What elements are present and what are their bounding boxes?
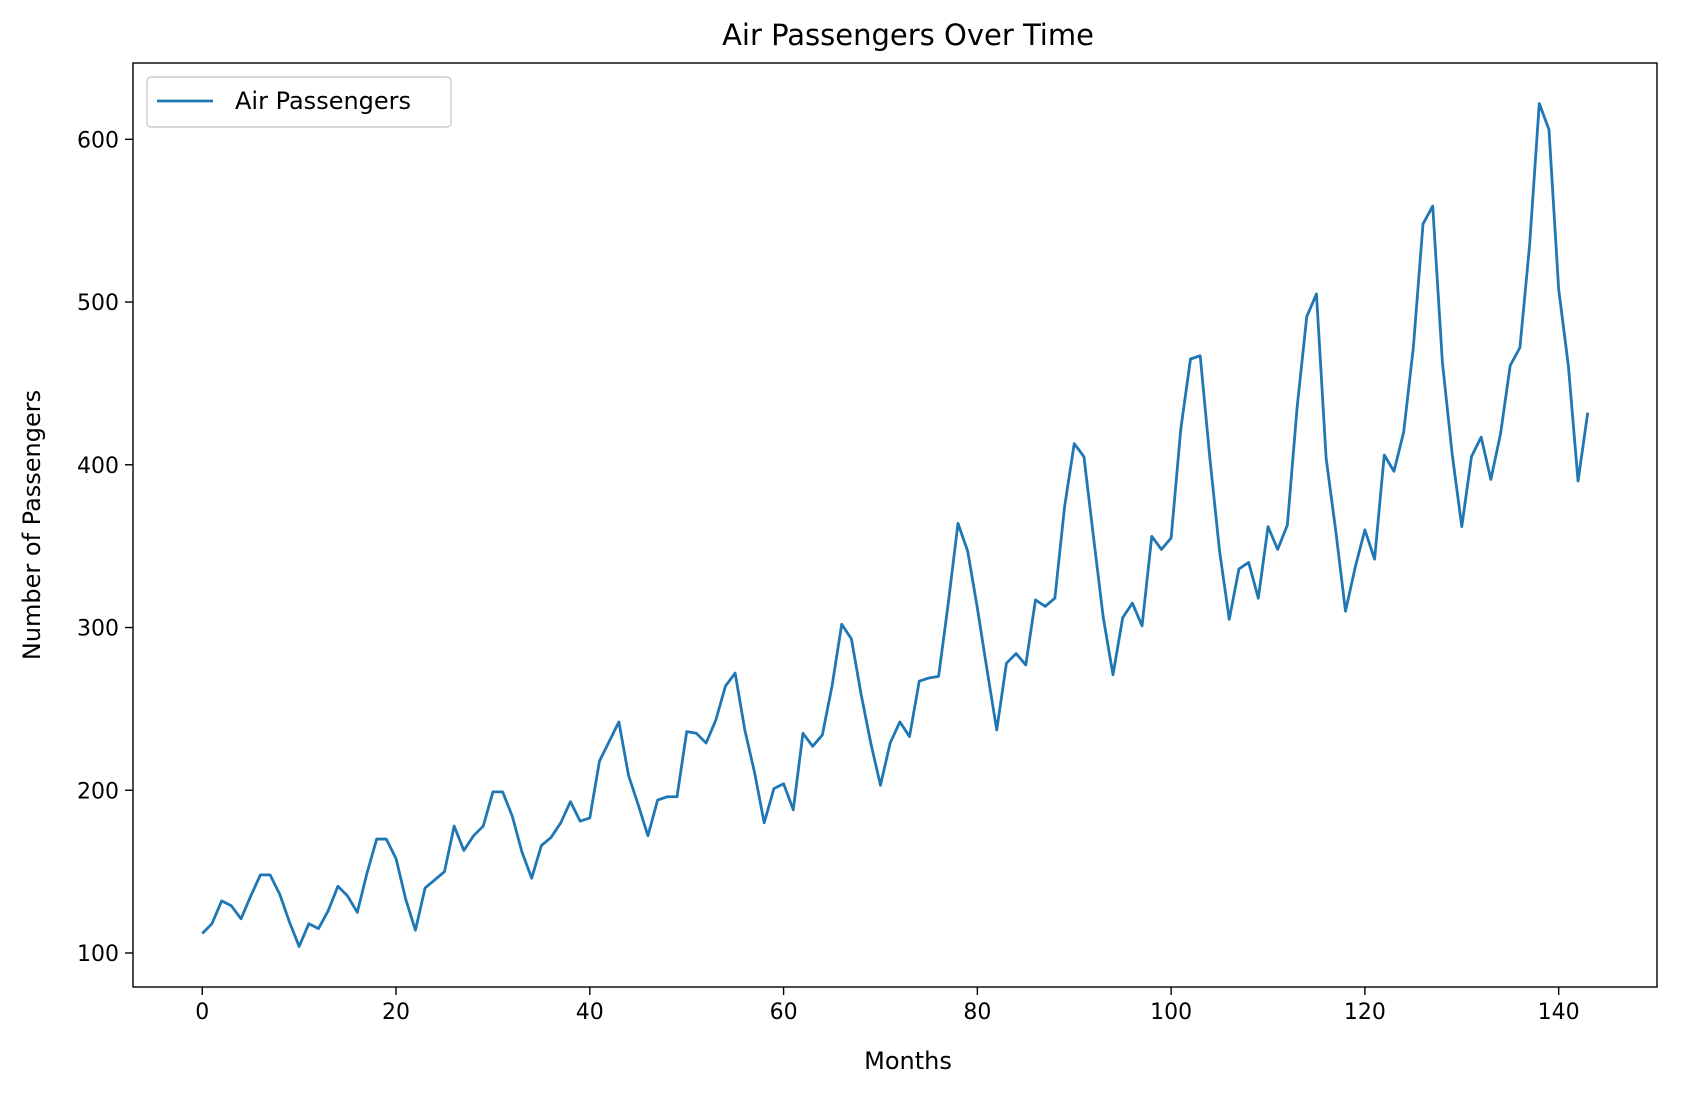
series-line-air-passengers <box>201 102 1590 948</box>
legend: Air Passengers <box>146 76 452 128</box>
x-tick-label: 140 <box>1538 1000 1580 1025</box>
legend-box <box>146 76 452 128</box>
y-tick-label: 300 <box>77 617 119 642</box>
y-tick-label: 100 <box>77 942 119 967</box>
x-tick-label: 20 <box>382 1000 410 1025</box>
y-tick-label: 500 <box>77 291 119 316</box>
x-tick-label: 80 <box>963 1000 991 1025</box>
x-tick-label: 100 <box>1150 1000 1192 1025</box>
y-tick-label: 600 <box>77 128 119 153</box>
x-tick-label: 40 <box>576 1000 604 1025</box>
x-tick-label: 120 <box>1344 1000 1386 1025</box>
legend-label: Air Passengers <box>235 87 411 115</box>
x-axis: 0 20 40 60 80 100 120 140 <box>195 987 1580 1025</box>
x-tick-label: 60 <box>770 1000 798 1025</box>
plot-area <box>132 62 1658 988</box>
y-axis: 100 200 300 400 500 600 <box>77 128 133 967</box>
plot-frame <box>132 62 1658 988</box>
x-tick-label: 0 <box>195 1000 209 1025</box>
chart-title: Air Passengers Over Time <box>722 18 1094 52</box>
y-tick-label: 200 <box>77 779 119 804</box>
x-axis-label: Months <box>864 1047 952 1075</box>
y-tick-label: 400 <box>77 454 119 479</box>
y-axis-label: Number of Passengers <box>18 390 46 660</box>
